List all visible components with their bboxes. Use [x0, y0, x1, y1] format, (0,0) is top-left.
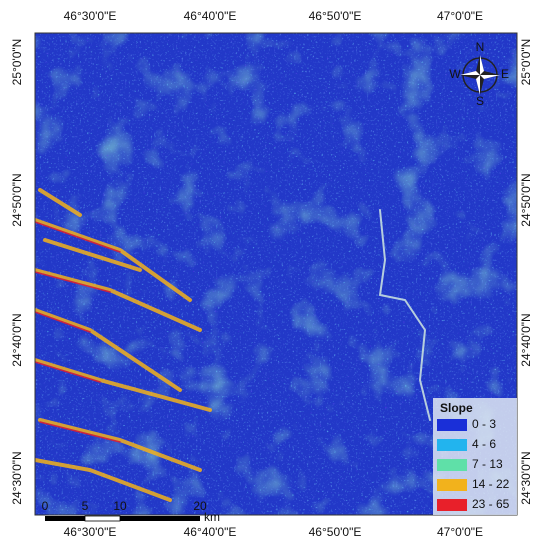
legend-label: 7 - 13 — [472, 457, 503, 471]
latitude-label: 24°50'0"N — [519, 173, 533, 226]
longitude-label: 47°0'0"E — [437, 525, 483, 539]
scale-label: 5 — [82, 499, 89, 513]
legend-label: 4 - 6 — [472, 437, 496, 451]
legend-label: 0 - 3 — [472, 417, 496, 431]
longitude-label: 46°50'0"E — [309, 9, 362, 23]
compass-label: S — [476, 94, 484, 108]
longitude-label: 46°30'0"E — [64, 9, 117, 23]
latitude-label: 24°40'0"N — [10, 313, 24, 366]
legend-title: Slope — [440, 401, 473, 415]
latitude-label: 24°30'0"N — [10, 451, 24, 504]
longitude-label: 46°40'0"E — [184, 9, 237, 23]
legend-swatch — [437, 419, 467, 431]
longitude-label: 46°30'0"E — [64, 525, 117, 539]
legend-label: 14 - 22 — [472, 477, 510, 491]
map-figure: 46°30'0"E 46°30'0"E 46°40'0"E 46°40'0"E 46°5… — [0, 0, 540, 547]
legend-label: 23 - 65 — [472, 497, 510, 511]
legend-swatch — [437, 499, 467, 511]
scale-bar — [45, 516, 200, 521]
latitude-label: 24°50'0"N — [10, 173, 24, 226]
latitude-label: 25°0'0"N — [519, 39, 533, 86]
scale-label: 0 — [42, 499, 49, 513]
latitude-label: 24°40'0"N — [519, 313, 533, 366]
compass-label: E — [501, 67, 509, 81]
compass-label: W — [449, 67, 461, 81]
longitude-label: 47°0'0"E — [437, 9, 483, 23]
legend-swatch — [437, 439, 467, 451]
compass-label: N — [476, 40, 485, 54]
longitude-label: 46°40'0"E — [184, 525, 237, 539]
legend-swatch — [437, 479, 467, 491]
latitude-label: 25°0'0"N — [10, 39, 24, 86]
legend-swatch — [437, 459, 467, 471]
scale-label: 10 — [113, 499, 127, 513]
longitude-label: 46°50'0"E — [309, 525, 362, 539]
scale-unit: km — [204, 510, 220, 524]
latitude-label: 24°30'0"N — [519, 451, 533, 504]
